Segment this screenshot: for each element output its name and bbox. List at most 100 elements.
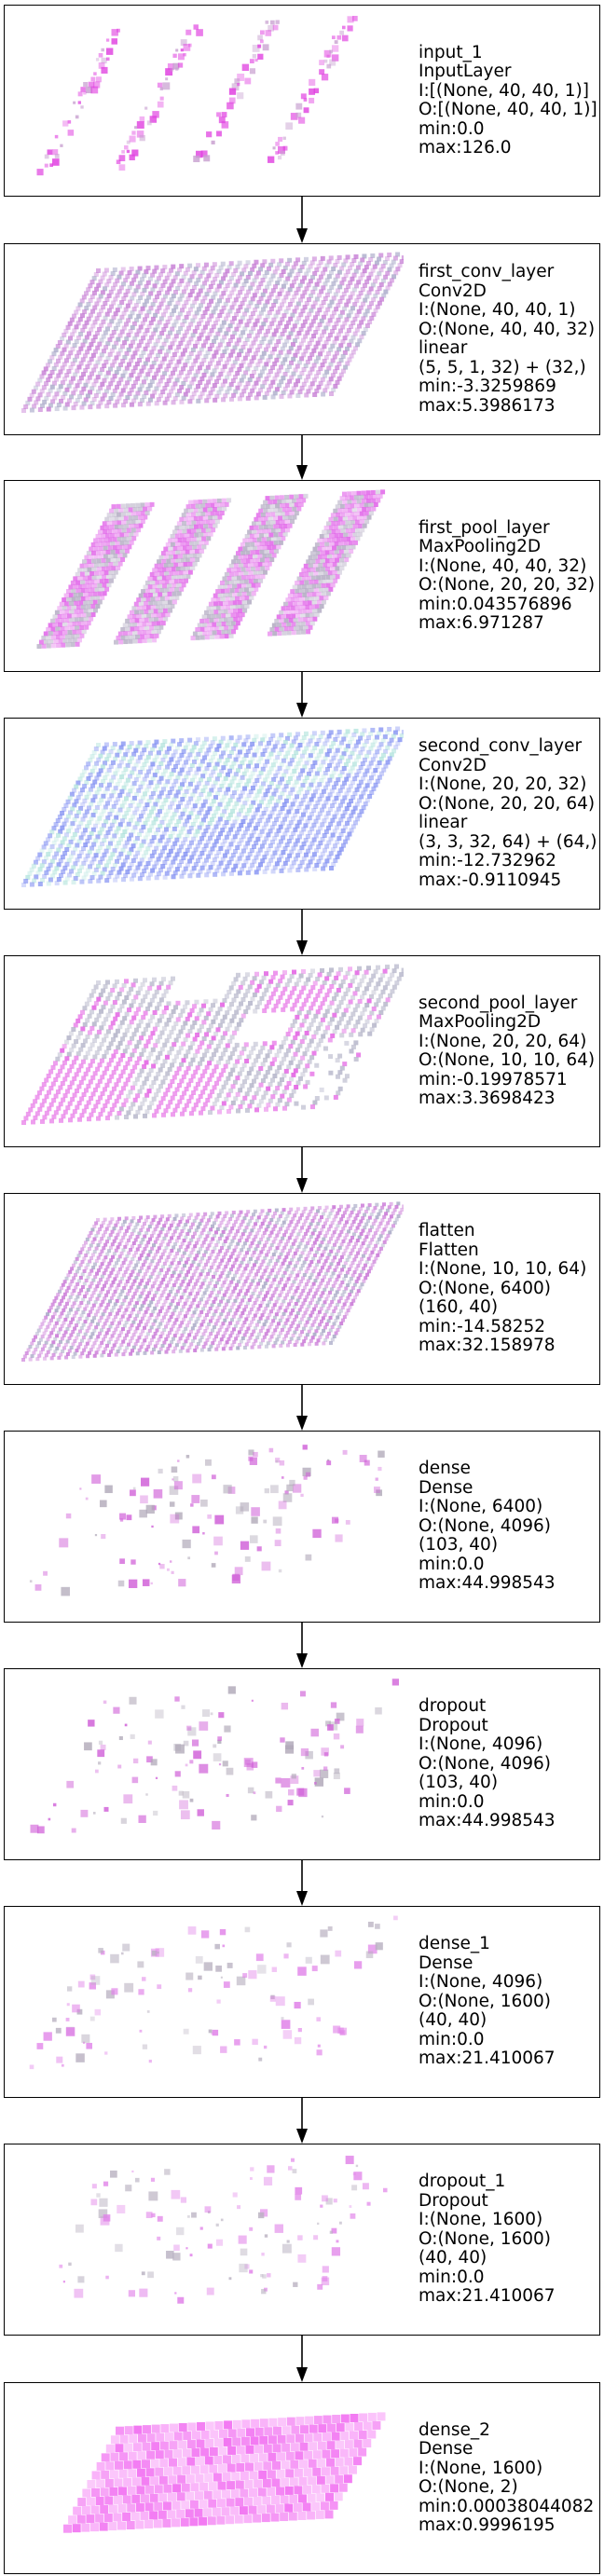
viz-cell [190, 512, 196, 517]
viz-cell [254, 365, 259, 371]
viz-cell [271, 544, 277, 550]
viz-cell [253, 562, 258, 568]
viz-cell [155, 323, 160, 329]
viz-cell [76, 629, 82, 635]
viz-cell [251, 591, 256, 596]
viz-cell [322, 529, 327, 535]
viz-cell [177, 281, 183, 287]
viz-cell [240, 392, 245, 398]
viz-cell [226, 629, 231, 635]
viz-cell [126, 807, 131, 813]
viz-cell [250, 281, 255, 287]
viz-cell [318, 380, 323, 386]
viz-cell [75, 580, 80, 585]
viz-cell [96, 878, 102, 884]
viz-cell [210, 1105, 215, 1111]
viz-cell [280, 974, 285, 980]
viz-cell [116, 159, 121, 165]
viz-cell [133, 515, 139, 521]
viz-cell [113, 1049, 118, 1054]
viz-cell [307, 786, 312, 791]
viz-cell [99, 579, 104, 584]
viz-cell [123, 873, 129, 879]
viz-cell [209, 1040, 214, 1045]
viz-cell [321, 270, 326, 276]
viz-cell [171, 1008, 176, 1014]
viz-cell [288, 610, 294, 615]
viz-cell [180, 1111, 185, 1117]
viz-cell [118, 866, 124, 871]
viz-cell [107, 1094, 113, 1100]
viz-cell [249, 68, 256, 75]
viz-cell [257, 569, 263, 575]
viz-cell [111, 38, 117, 45]
viz-cell [92, 1071, 98, 1076]
viz-cell [375, 764, 380, 770]
viz-cell [181, 1041, 186, 1047]
viz-cell [44, 395, 49, 401]
viz-cell [124, 548, 130, 554]
viz-cell [214, 854, 220, 859]
viz-cell [247, 745, 253, 750]
viz-cell [366, 735, 371, 741]
viz-cell [324, 558, 330, 564]
viz-cell [270, 975, 276, 980]
viz-cell [323, 525, 329, 530]
viz-cell [282, 860, 288, 866]
viz-cell [91, 1021, 97, 1027]
viz-cell [259, 541, 265, 546]
viz-cell [206, 854, 212, 859]
viz-cell [343, 364, 349, 370]
viz-cell [231, 790, 237, 796]
viz-cell [239, 1001, 244, 1007]
viz-cell [117, 1094, 122, 1100]
viz-cell [43, 841, 48, 846]
viz-cell [363, 312, 368, 318]
viz-cell [319, 304, 324, 309]
viz-cell [33, 1099, 38, 1104]
viz-cell [110, 866, 116, 871]
viz-cell [125, 748, 130, 754]
viz-cell [268, 532, 274, 538]
viz-cell [80, 816, 86, 822]
viz-cell [161, 558, 167, 564]
viz-cell [230, 808, 236, 814]
viz-cell [137, 387, 143, 392]
viz-cell [281, 802, 287, 807]
viz-cell [208, 515, 213, 521]
viz-cell [153, 802, 158, 807]
viz-cell [195, 556, 200, 562]
viz-cell [186, 1099, 192, 1104]
viz-cell [389, 752, 394, 758]
viz-cell [92, 583, 98, 589]
viz-cell [134, 791, 140, 797]
viz-cell [140, 998, 145, 1004]
viz-cell [211, 528, 216, 533]
viz-cell [196, 398, 201, 404]
viz-cell [201, 832, 207, 838]
viz-cell [141, 839, 146, 844]
viz-cell [133, 747, 139, 753]
viz-cell [290, 772, 295, 777]
viz-cell [276, 623, 281, 628]
viz-cell [309, 612, 315, 618]
viz-cell [358, 779, 364, 785]
viz-cell [395, 741, 401, 747]
viz-cell [371, 506, 377, 512]
viz-cell [335, 574, 340, 580]
viz-cell [245, 260, 251, 266]
viz-cell [278, 810, 283, 815]
viz-cell [320, 541, 325, 547]
viz-cell [188, 1094, 194, 1100]
viz-cell [313, 359, 319, 364]
viz-cell [204, 751, 210, 757]
viz-cell [255, 270, 261, 276]
viz-cell [76, 379, 82, 385]
viz-cell [196, 292, 201, 297]
viz-cell [316, 592, 322, 597]
viz-cell [307, 583, 312, 589]
viz-cell [281, 743, 286, 748]
viz-cell [320, 837, 325, 843]
viz-cell [352, 316, 358, 322]
viz-cell [286, 320, 292, 325]
